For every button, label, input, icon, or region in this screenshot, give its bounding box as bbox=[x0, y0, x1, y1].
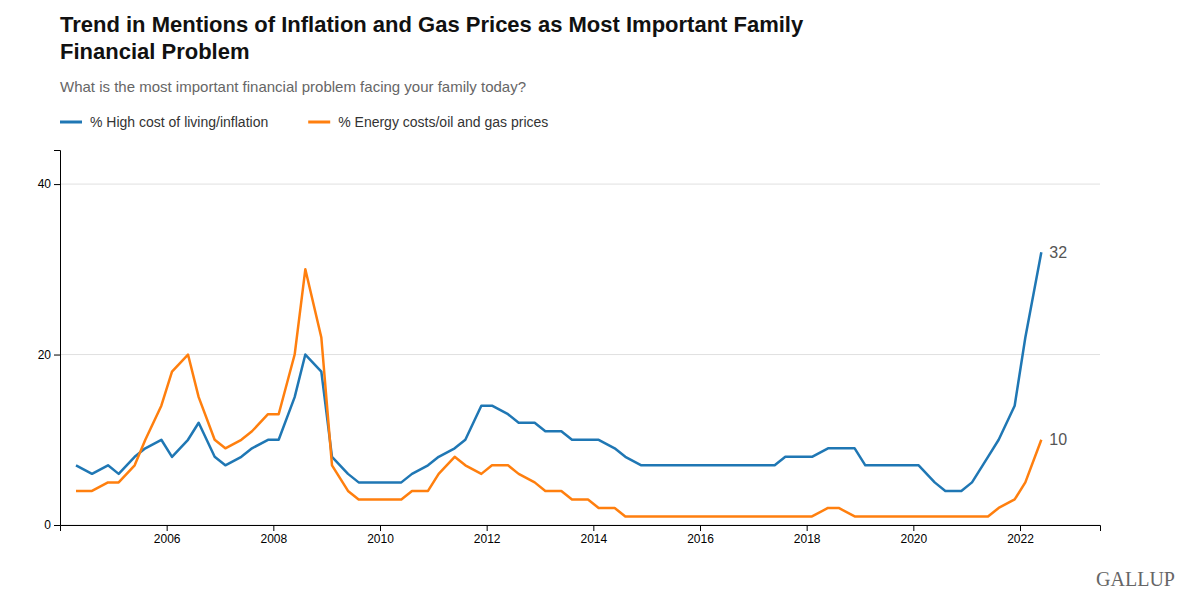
end-label: 10 bbox=[1049, 431, 1067, 448]
y-tick-label: 40 bbox=[38, 177, 52, 191]
title: Trend in Mentions of Inflation and Gas P… bbox=[60, 12, 804, 64]
x-tick-label: 2008 bbox=[260, 532, 287, 546]
y-tick: 20 bbox=[38, 348, 60, 362]
x-tick-label: 2022 bbox=[1007, 532, 1034, 546]
y-tick: 0 bbox=[44, 518, 60, 532]
x-tick: 2022 bbox=[1007, 525, 1034, 546]
x-tick-label: 2012 bbox=[474, 532, 501, 546]
x-tick: 2018 bbox=[794, 525, 821, 546]
plot: 2006 2008 2010 2012 2014 2016 2018 2020 2022 0 20 4… bbox=[38, 151, 1101, 546]
x-tick: 2014 bbox=[580, 525, 607, 546]
series-line bbox=[76, 252, 1041, 491]
y-tick-mark bbox=[54, 184, 60, 185]
source: GALLUP bbox=[1096, 568, 1175, 590]
x-axis-line bbox=[61, 526, 1101, 532]
legend-label: % High cost of living/inflation bbox=[90, 114, 268, 130]
legend-swatch bbox=[60, 121, 82, 124]
x-tick: 2020 bbox=[900, 525, 927, 546]
legend: % High cost of living/inflation % Energy … bbox=[60, 114, 548, 130]
x-tick-mark bbox=[700, 525, 701, 531]
x-tick-mark bbox=[487, 525, 488, 531]
legend-item: % Energy costs/oil and gas prices bbox=[308, 114, 548, 130]
y-tick-mark bbox=[54, 355, 60, 356]
x-tick: 2016 bbox=[687, 525, 714, 546]
y-axis: 0 20 40 bbox=[38, 151, 61, 533]
grid-line bbox=[60, 354, 1100, 355]
x-axis: 2006 2008 2010 2012 2014 2016 2018 2020 2022 bbox=[61, 525, 1101, 546]
grid bbox=[60, 184, 1100, 525]
x-tick-label: 2018 bbox=[794, 532, 821, 546]
y-tick-label: 0 bbox=[44, 518, 51, 532]
x-tick-mark bbox=[167, 525, 168, 531]
series-line bbox=[76, 269, 1041, 516]
y-tick-mark bbox=[54, 525, 60, 526]
x-tick: 2010 bbox=[367, 525, 394, 546]
y-tick: 40 bbox=[38, 177, 60, 191]
subtitle: What is the most important financial pro… bbox=[60, 78, 526, 95]
x-tick-label: 2016 bbox=[687, 532, 714, 546]
x-tick-mark bbox=[273, 525, 274, 531]
x-tick-mark bbox=[380, 525, 381, 531]
end-label: 32 bbox=[1049, 244, 1067, 261]
x-tick: 2008 bbox=[260, 525, 287, 546]
x-tick-mark bbox=[1020, 525, 1021, 531]
title-line: Financial Problem bbox=[60, 39, 250, 64]
chart: Trend in Mentions of Inflation and Gas P… bbox=[0, 0, 1200, 600]
x-tick-label: 2014 bbox=[580, 532, 607, 546]
legend-item: % High cost of living/inflation bbox=[60, 114, 268, 130]
y-axis-line bbox=[54, 151, 61, 526]
x-tick-label: 2006 bbox=[154, 532, 181, 546]
lines bbox=[76, 252, 1041, 516]
x-tick: 2006 bbox=[154, 525, 181, 546]
annotations: 32 10 bbox=[1049, 244, 1067, 449]
x-tick: 2012 bbox=[474, 525, 501, 546]
legend-label: % Energy costs/oil and gas prices bbox=[338, 114, 548, 130]
x-tick-label: 2010 bbox=[367, 532, 394, 546]
y-tick-label: 20 bbox=[38, 348, 52, 362]
title-line: Trend in Mentions of Inflation and Gas P… bbox=[60, 12, 804, 37]
x-tick-label: 2020 bbox=[900, 532, 927, 546]
legend-swatch bbox=[308, 121, 330, 124]
x-tick-mark bbox=[593, 525, 594, 531]
grid-line bbox=[60, 184, 1100, 185]
x-tick-mark bbox=[913, 525, 914, 531]
x-tick-mark bbox=[807, 525, 808, 531]
